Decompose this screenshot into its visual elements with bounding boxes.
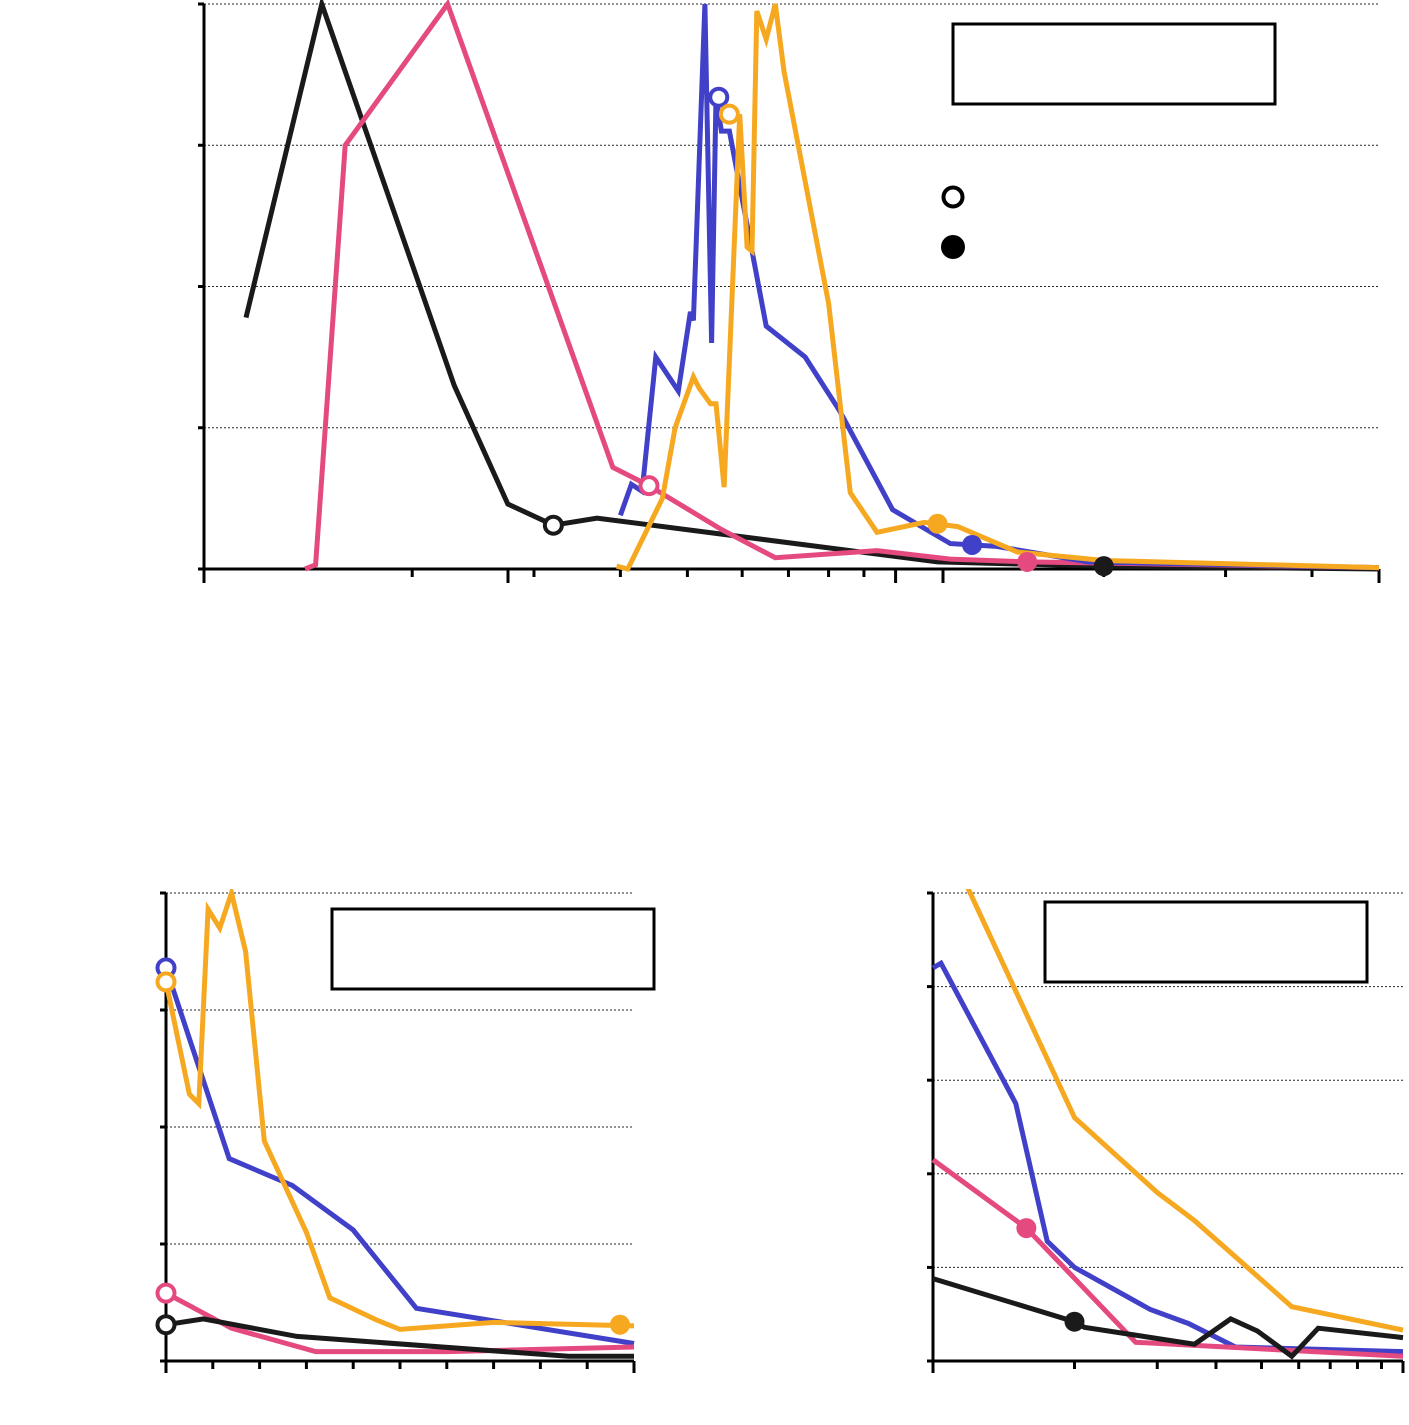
chart-bottom-right bbox=[927, 889, 1405, 1373]
open-marker-blue bbox=[708, 86, 730, 108]
filled-marker-pink bbox=[1016, 1218, 1037, 1239]
open-marker-pink bbox=[155, 1282, 177, 1304]
filled-marker-pink bbox=[1017, 551, 1038, 572]
filled-marker-yellow bbox=[927, 513, 948, 534]
filled-marker-black bbox=[1093, 556, 1114, 577]
open-circle-icon bbox=[941, 185, 965, 209]
chart-top bbox=[198, 0, 1381, 583]
open-marker-yellow bbox=[155, 971, 177, 993]
open-marker-yellow bbox=[718, 103, 740, 125]
series-line-blue bbox=[163, 967, 635, 1346]
open-marker-black bbox=[155, 1314, 177, 1336]
filled-marker-blue bbox=[962, 534, 983, 555]
series-line-pink bbox=[931, 1157, 1404, 1359]
filled-marker-black bbox=[1064, 1311, 1085, 1332]
filled-circle-icon bbox=[941, 235, 965, 259]
open-marker-black bbox=[542, 514, 564, 536]
legend-box bbox=[951, 22, 1277, 106]
chart-bottom-left bbox=[155, 889, 656, 1373]
series-line-yellow bbox=[163, 889, 635, 1332]
open-marker-pink bbox=[638, 475, 660, 497]
series-line-yellow bbox=[965, 889, 1404, 1333]
series-line-black bbox=[165, 1316, 634, 1359]
filled-marker-yellow bbox=[609, 1314, 630, 1335]
legend-box bbox=[1043, 900, 1369, 984]
legend-box bbox=[330, 907, 656, 991]
series-line-blue bbox=[618, 3, 1380, 571]
series-line-blue bbox=[931, 959, 1404, 1355]
series-line-pink bbox=[304, 0, 1380, 572]
